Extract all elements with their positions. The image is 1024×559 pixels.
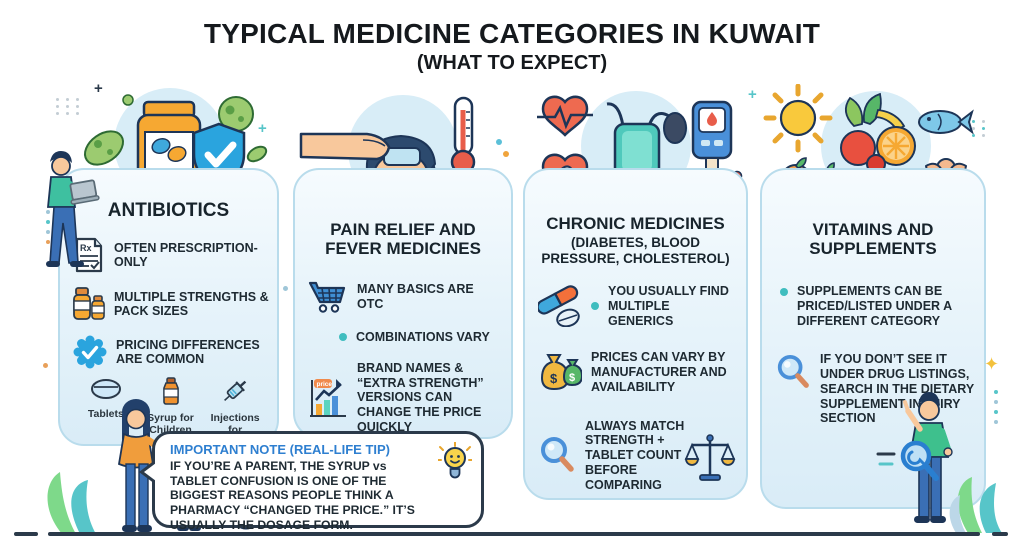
sun-icon — [763, 84, 833, 153]
list-item: IF YOU DON’T SEE IT UNDER DRUG LISTINGS,… — [762, 352, 984, 426]
list-item: PRICING DIFFERENCES ARE COMMON — [60, 335, 277, 369]
pill-bottles-icon — [73, 287, 105, 321]
list-item: COMBINATIONS VARY — [295, 330, 511, 345]
svg-text:$: $ — [550, 371, 558, 386]
column-title: ANTIBIOTICS — [107, 200, 230, 221]
germ-icon — [84, 96, 268, 166]
item-text: ALWAYS MATCH STRENGTH + TABLET COUNT BEF… — [585, 418, 685, 492]
item-text: PRICING DIFFERENCES ARE COMMON — [116, 337, 260, 367]
fish-icon — [918, 109, 974, 135]
column-title: PAIN RELIEF AND FEVER MEDICINES — [325, 220, 481, 259]
bullet-dot — [780, 288, 788, 297]
plus-sign: + — [94, 80, 103, 97]
dots-column-left — [46, 210, 50, 244]
bullet-dot — [591, 302, 599, 311]
heart-ecg-icon — [537, 95, 593, 137]
glucose-meter-icon — [691, 100, 733, 177]
svg-text:$: $ — [569, 372, 575, 384]
ground-line — [48, 532, 980, 536]
form-syrup: Syrup for Children — [139, 377, 203, 448]
banana-icon — [874, 109, 906, 132]
hand-icon — [299, 132, 391, 161]
note-title: IMPORTANT NOTE (REAL-LIFE TIP) — [170, 442, 391, 457]
item-text: PRICES CAN VARY BY MANUFACTURER AND AVAI… — [591, 350, 727, 394]
blue-dot — [283, 286, 288, 291]
dot-grid — [56, 98, 82, 115]
magnifier-icon — [775, 354, 811, 390]
form-label: Tablets — [87, 408, 124, 421]
lightbulb-icon — [437, 441, 473, 485]
tablet-icon — [90, 377, 122, 406]
orange-dot — [43, 363, 48, 368]
column-title: CHRONIC MEDICINES — [546, 214, 725, 233]
bullet-dot — [339, 333, 347, 342]
page-subtitle: (WHAT TO EXPECT) — [416, 52, 608, 74]
capsule-tablet-icon — [538, 285, 582, 328]
dots-column-right — [994, 390, 998, 424]
list-item: SUPPLEMENTS CAN BE PRICED/LISTED UNDER A… — [762, 284, 984, 328]
svg-text:Rx: Rx — [80, 243, 92, 253]
item-text: BRAND NAMES & “EXTRA STRENGTH” VERSIONS … — [357, 360, 484, 434]
page-title: TYPICAL MEDICINE CATEGORIES IN KUWAIT — [203, 18, 821, 49]
column-title: VITAMINS AND SUPPLEMENTS — [809, 220, 937, 259]
item-text: OFTEN PRESCRIPTION-ONLY — [114, 240, 258, 270]
list-item: $ $ PRICES CAN VARY BY MANUFACTURER AND … — [525, 350, 746, 394]
ground-line — [992, 532, 1008, 536]
magnifier-icon — [538, 436, 576, 474]
item-text: IF YOU DON’T SEE IT UNDER DRUG LISTINGS,… — [820, 352, 974, 426]
form-label: Syrup for Children — [147, 412, 194, 436]
sparkle-icon: ✦ — [984, 354, 1000, 374]
list-item: Rx OFTEN PRESCRIPTION-ONLY — [60, 237, 277, 273]
syrup-bottle-icon — [162, 377, 180, 410]
plus-sign: + — [748, 86, 757, 103]
tomato-icon — [840, 130, 876, 166]
list-item: ALWAYS MATCH STRENGTH + TABLET COUNT BEF… — [525, 419, 746, 493]
dot-grid-right — [972, 120, 988, 137]
list-item: price BRAND NAMES & “EXTRA STRENGTH” VER… — [295, 361, 511, 435]
item-text: MANY BASICS ARE OTC — [357, 282, 474, 312]
syringe-icon — [219, 377, 251, 410]
important-note-bubble: IMPORTANT NOTE (REAL-LIFE TIP) IF YOU’RE… — [139, 431, 484, 532]
speech-bubble-tail — [139, 460, 156, 484]
money-bags-icon: $ $ — [538, 352, 582, 392]
svg-text:price: price — [317, 381, 333, 388]
leaves-icon — [844, 92, 882, 127]
list-item: MANY BASICS ARE OTC — [295, 280, 511, 314]
cool-cloth-icon — [383, 147, 421, 166]
item-text: SUPPLEMENTS CAN BE PRICED/LISTED UNDER A… — [797, 284, 952, 328]
item-text: MULTIPLE STRENGTHS & PACK SIZES — [114, 289, 269, 319]
card-chronic-medicines: CHRONIC MEDICINES (DIABETES, BLOOD PRESS… — [523, 168, 748, 500]
form-tablets: Tablets — [74, 377, 138, 448]
balance-scale-icon — [684, 433, 736, 490]
thermometer-icon — [450, 96, 476, 175]
card-antibiotics: ANTIBIOTICS Rx OFTEN PRESCRIPTION-ONLY — [58, 168, 279, 448]
orange-slice-icon — [876, 126, 916, 166]
list-item: YOU USUALLY FIND MULTIPLE GENERICS — [525, 284, 746, 328]
price-chart-icon: price — [308, 378, 348, 418]
plus-sign: + — [258, 120, 267, 137]
column-subtitle: (DIABETES, BLOOD PRESSURE, CHOLESTEROL) — [541, 235, 730, 266]
shopping-cart-icon — [308, 280, 348, 314]
note-body: IF YOU’RE A PARENT, THE SYRUP vs TABLET … — [170, 459, 415, 532]
item-text: COMBINATIONS VARY — [356, 330, 490, 345]
rx-document-icon: Rx — [73, 237, 105, 273]
list-item: MULTIPLE STRENGTHS & PACK SIZES — [60, 287, 277, 321]
card-vitamins-supplements: VITAMINS AND SUPPLEMENTS SUPPLEMENTS CAN… — [760, 168, 986, 509]
ground-line — [14, 532, 38, 536]
badge-check-icon — [73, 335, 107, 369]
item-text: YOU USUALLY FIND MULTIPLE GENERICS — [608, 284, 729, 328]
card-pain-relief: PAIN RELIEF AND FEVER MEDICINES MANY BAS… — [293, 168, 513, 439]
